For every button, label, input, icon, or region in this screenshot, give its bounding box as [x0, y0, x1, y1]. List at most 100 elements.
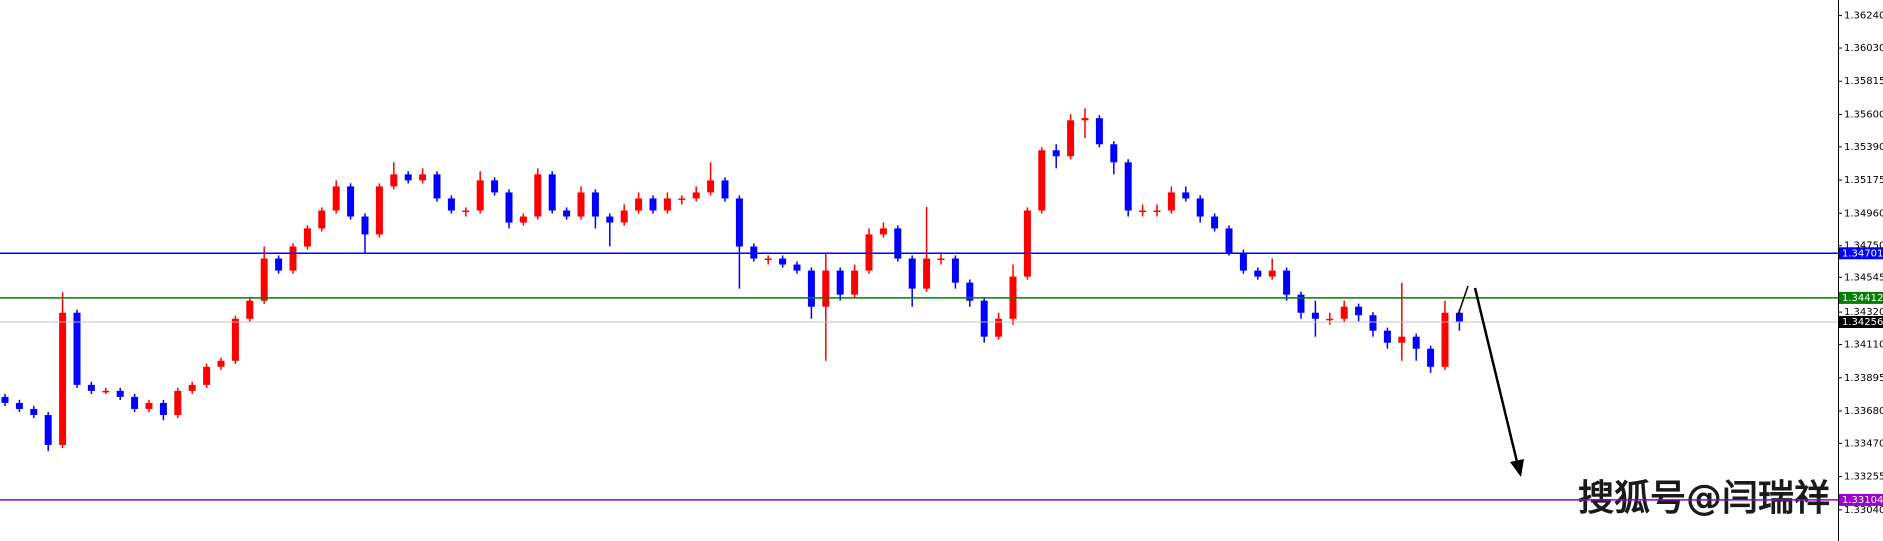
candle-body	[1340, 306, 1348, 319]
candle-body	[591, 192, 599, 217]
candle-body	[59, 312, 67, 445]
candle-body	[231, 318, 239, 361]
candle-body	[1023, 210, 1031, 277]
candle-body	[1455, 312, 1463, 323]
y-tick-label: 1.35390	[1844, 142, 1883, 153]
candle-body	[1297, 294, 1305, 313]
candle-body	[1211, 216, 1219, 229]
candle-body	[505, 192, 513, 223]
candle-body	[923, 258, 931, 289]
y-tick-label: 1.36030	[1844, 43, 1883, 54]
candle-body	[1427, 348, 1435, 367]
candle-body	[606, 216, 614, 223]
candle-body	[1239, 252, 1247, 271]
candle-body	[851, 270, 859, 295]
candle-body	[1139, 210, 1147, 213]
candle-body	[519, 216, 527, 223]
candle-body	[87, 384, 95, 391]
price-level-label: 1.34701	[1842, 248, 1883, 259]
candle-body	[995, 318, 1003, 337]
candle-body	[1254, 270, 1262, 277]
candle-body	[707, 180, 715, 193]
y-tick-label: 1.35815	[1844, 76, 1883, 87]
candle-body	[1268, 270, 1276, 277]
candle-body	[735, 198, 743, 247]
candle-body	[807, 270, 815, 307]
candle-body	[1110, 144, 1118, 163]
y-tick-label: 1.33470	[1844, 438, 1883, 449]
candle-body	[347, 186, 355, 217]
candle-body	[1311, 312, 1319, 319]
candle-body	[1383, 330, 1391, 343]
candle-body	[217, 360, 225, 367]
candle-body	[1441, 312, 1449, 367]
y-tick-label: 1.33680	[1844, 406, 1883, 417]
candle-body	[188, 384, 196, 391]
candle-body	[275, 258, 283, 271]
candle-body	[491, 180, 499, 193]
candle-body	[332, 186, 340, 211]
candle-body	[1, 396, 9, 403]
candle-body	[419, 174, 427, 181]
candle-body	[663, 198, 671, 211]
candle-body	[404, 174, 412, 181]
candle-body	[1326, 318, 1334, 321]
y-tick-label: 1.34320	[1844, 307, 1883, 318]
candle-body	[447, 198, 455, 211]
candle-body	[937, 258, 945, 261]
candle-body	[1081, 118, 1089, 121]
candle-body	[721, 180, 729, 199]
candle-body	[563, 210, 571, 217]
candle-body	[433, 174, 441, 199]
candle-body	[635, 198, 643, 211]
candle-body	[1124, 162, 1132, 211]
candle-body	[102, 390, 110, 393]
y-tick-label: 1.34545	[1844, 272, 1883, 283]
y-tick-label: 1.34110	[1844, 340, 1883, 351]
y-tick-label: 1.33255	[1844, 472, 1883, 483]
candle-body	[793, 264, 801, 271]
y-tick-label: 1.34750	[1844, 241, 1883, 252]
candle-body	[1067, 120, 1075, 157]
candle-body	[318, 210, 326, 229]
price-level-box	[1839, 291, 1883, 304]
candle-body	[1196, 198, 1204, 217]
price-level-box	[1839, 316, 1883, 329]
candle-body	[1052, 150, 1060, 157]
candle-body	[1355, 306, 1363, 316]
candle-body	[779, 258, 787, 265]
watermark: 搜狐号@闫瑞祥	[1578, 478, 1830, 519]
candle-body	[1095, 118, 1103, 145]
candle-body	[692, 192, 700, 199]
candle-body	[1167, 192, 1175, 211]
candle-body	[73, 312, 81, 385]
candle-body	[462, 210, 470, 213]
candle-body	[116, 390, 124, 397]
arrow-segment	[1456, 285, 1469, 319]
candle-body	[534, 174, 542, 217]
candle-body	[879, 228, 887, 235]
candle-body	[678, 198, 686, 200]
candle-body	[375, 186, 383, 235]
price-level-label: 1.34256	[1842, 317, 1883, 328]
candle-body	[865, 234, 873, 271]
y-tick-label: 1.35175	[1844, 175, 1883, 186]
candle-body	[1153, 210, 1161, 213]
candle-body	[174, 390, 182, 415]
candle-body	[390, 174, 398, 187]
candle-body	[649, 198, 657, 211]
y-tick-label: 1.33040	[1844, 505, 1883, 516]
price-level-label: 1.33104	[1842, 495, 1883, 506]
y-tick-label: 1.34960	[1844, 208, 1883, 219]
candle-body	[1412, 336, 1420, 349]
candle-body	[159, 402, 167, 415]
candle-body	[1369, 315, 1377, 331]
y-tick-label: 1.35600	[1844, 109, 1883, 120]
arrow-shaft	[1473, 287, 1520, 467]
candle-body	[764, 258, 772, 261]
candle-body	[44, 414, 52, 445]
candle-body	[577, 192, 585, 217]
arrow-head	[1510, 459, 1524, 477]
candle-body	[836, 270, 844, 295]
